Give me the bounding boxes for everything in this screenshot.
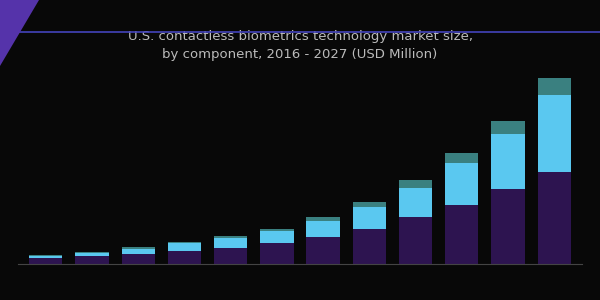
Bar (29, 255, 62, 256)
Bar (399, 188, 432, 217)
Bar (353, 202, 386, 207)
Bar (538, 78, 571, 95)
Bar (260, 229, 293, 231)
Bar (538, 172, 571, 264)
Bar (29, 258, 62, 264)
Bar (491, 134, 524, 189)
Bar (399, 180, 432, 188)
Bar (76, 253, 109, 256)
Bar (214, 248, 247, 264)
Bar (76, 252, 109, 253)
Bar (168, 242, 201, 243)
Bar (260, 231, 293, 243)
Title: U.S. contactless biometrics technology market size,
by component, 2016 - 2027 (U: U.S. contactless biometrics technology m… (128, 30, 473, 61)
Bar (491, 189, 524, 264)
Bar (168, 243, 201, 250)
Bar (76, 256, 109, 264)
Bar (353, 207, 386, 229)
Bar (307, 221, 340, 237)
Bar (122, 247, 155, 248)
Bar (538, 95, 571, 172)
Bar (491, 121, 524, 134)
Bar (307, 237, 340, 264)
Bar (214, 236, 247, 238)
Bar (214, 238, 247, 248)
Bar (445, 153, 478, 163)
Bar (260, 243, 293, 264)
Bar (168, 250, 201, 264)
Bar (122, 254, 155, 264)
Bar (399, 217, 432, 264)
Bar (353, 229, 386, 264)
Bar (29, 256, 62, 258)
Bar (122, 248, 155, 253)
Bar (445, 163, 478, 205)
Bar (445, 205, 478, 264)
Bar (307, 217, 340, 221)
